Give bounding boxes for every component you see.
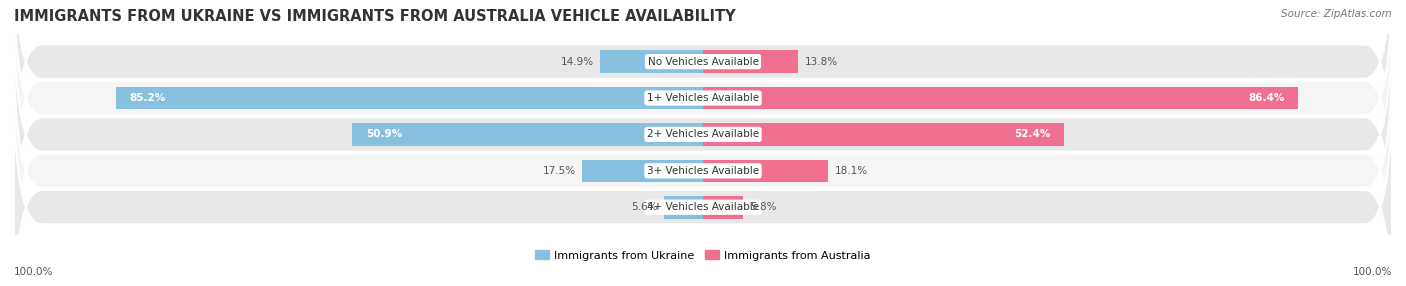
FancyBboxPatch shape xyxy=(14,79,1392,286)
Text: 3+ Vehicles Available: 3+ Vehicles Available xyxy=(647,166,759,176)
Text: 14.9%: 14.9% xyxy=(561,57,593,67)
Text: 100.0%: 100.0% xyxy=(1353,267,1392,277)
FancyBboxPatch shape xyxy=(14,0,1392,190)
Bar xyxy=(600,50,703,73)
Bar xyxy=(665,196,703,219)
Text: 2+ Vehicles Available: 2+ Vehicles Available xyxy=(647,130,759,139)
Text: 4+ Vehicles Available: 4+ Vehicles Available xyxy=(647,202,759,212)
Text: 86.4%: 86.4% xyxy=(1249,93,1285,103)
Text: 100.0%: 100.0% xyxy=(14,267,53,277)
Bar xyxy=(582,160,703,182)
Text: No Vehicles Available: No Vehicles Available xyxy=(648,57,758,67)
FancyBboxPatch shape xyxy=(14,0,1392,227)
Text: Source: ZipAtlas.com: Source: ZipAtlas.com xyxy=(1281,9,1392,19)
Text: 52.4%: 52.4% xyxy=(1014,130,1050,139)
Text: 50.9%: 50.9% xyxy=(366,130,402,139)
Text: 13.8%: 13.8% xyxy=(806,57,838,67)
Bar xyxy=(703,50,799,73)
Text: 1+ Vehicles Available: 1+ Vehicles Available xyxy=(647,93,759,103)
Bar xyxy=(703,87,1298,109)
Bar xyxy=(703,196,742,219)
FancyBboxPatch shape xyxy=(14,6,1392,263)
Bar xyxy=(703,160,828,182)
Text: 17.5%: 17.5% xyxy=(543,166,575,176)
Bar xyxy=(703,123,1064,146)
Text: 5.8%: 5.8% xyxy=(749,202,776,212)
Bar xyxy=(117,87,703,109)
Text: 85.2%: 85.2% xyxy=(129,93,166,103)
Bar xyxy=(353,123,703,146)
Legend: Immigrants from Ukraine, Immigrants from Australia: Immigrants from Ukraine, Immigrants from… xyxy=(530,246,876,265)
FancyBboxPatch shape xyxy=(14,42,1392,286)
Text: 5.6%: 5.6% xyxy=(631,202,658,212)
Text: 18.1%: 18.1% xyxy=(835,166,868,176)
Text: IMMIGRANTS FROM UKRAINE VS IMMIGRANTS FROM AUSTRALIA VEHICLE AVAILABILITY: IMMIGRANTS FROM UKRAINE VS IMMIGRANTS FR… xyxy=(14,9,735,23)
